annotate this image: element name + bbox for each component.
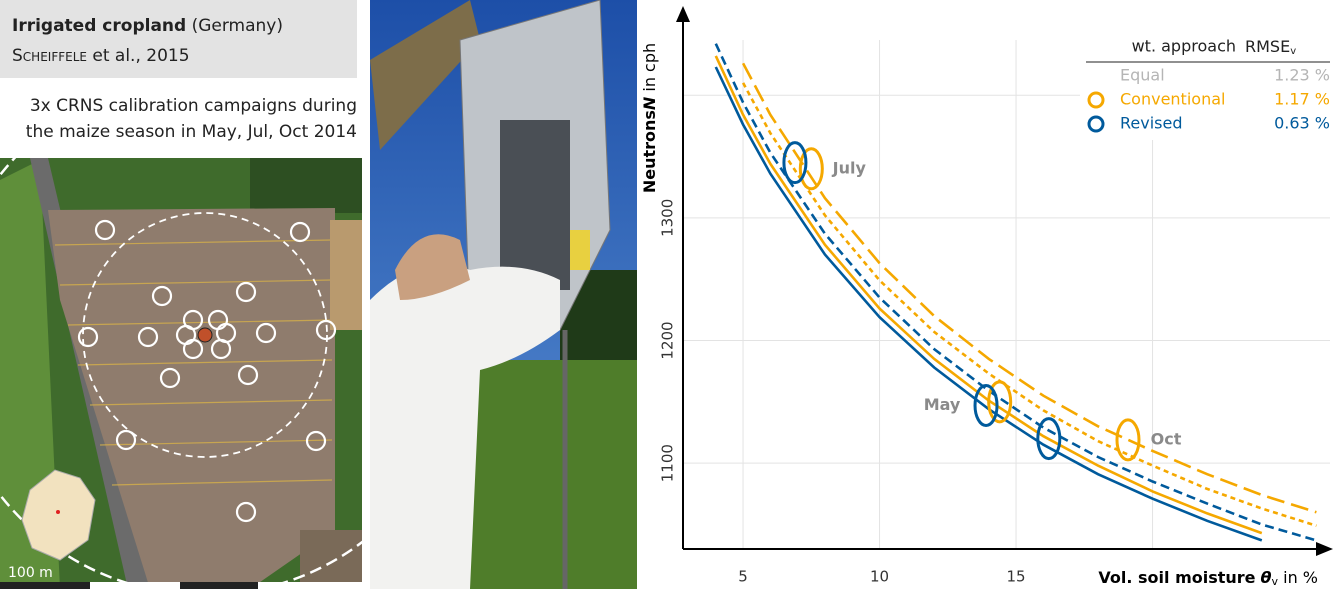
x-tick-label: 10 [870,568,889,586]
legend-label: Conventional [1120,90,1225,109]
campaign-marker [987,380,1013,424]
legend-header: wt. approach [1132,37,1236,56]
x-title-sub: v [1272,575,1279,588]
x-title-rest: in % [1278,568,1318,587]
description-line: 3x CRNS calibration campaigns during [30,96,357,116]
chart: 5 10 15 1100 1200 1300 July May Oct NeutronsN in … [640,6,1333,589]
header-box [0,0,357,78]
curve [714,43,1317,542]
header-title: Irrigated cropland (Germany) [12,16,283,36]
y-axis-title: NeutronsN in cph [640,43,659,193]
citation-author: Scheiffele [12,46,87,66]
legend-header-main: RMSE [1245,37,1290,56]
y-title-symbol: N [640,96,659,110]
title-bold: Irrigated cropland [12,16,186,36]
campaign-marker [1115,418,1141,462]
curve [741,62,1317,514]
aerial-photo [0,158,362,589]
x-axis-title: Vol. soil moisture θv in % [1098,568,1318,589]
scale-label: 100 m [8,565,53,581]
legend: wt. approach RMSEv Equal 1.23 % Conventional… [1080,30,1332,140]
plot-area [714,43,1317,542]
field-photo [370,0,637,589]
legend-value: 0.63 % [1274,114,1330,133]
description-line: the maize season in May, Jul, Oct 2014 [26,122,357,142]
x-tick-label: 5 [738,568,748,586]
campaign-label: July [832,158,867,177]
legend-label: Revised [1120,114,1183,133]
y-tick-label: 1300 [659,199,677,237]
y-tick-label: 1200 [659,321,677,359]
legend-header-sub: v [1290,46,1296,57]
x-title-bold: Vol. soil moisture [1098,568,1255,587]
legend-marker [1087,115,1105,133]
legend-marker [1087,91,1105,109]
curve [714,55,1263,535]
curve [714,66,1263,542]
legend-value: 1.23 % [1274,66,1330,85]
campaign-label: Oct [1151,429,1182,448]
x-axis-arrow [1316,542,1333,556]
legend-bg [1080,30,1332,140]
y-title-bold: Neutrons [640,110,659,193]
campaign-marker [782,141,808,185]
x-title-symbol: θ [1261,568,1272,587]
legend-header: RMSEv [1245,37,1296,58]
curve [741,82,1317,527]
campaign-marker [973,383,999,427]
citation-rest: et al., 2015 [87,46,190,66]
legend-label: Equal [1120,66,1165,85]
campaign-marker [798,147,824,191]
x-tick-label: 15 [1007,568,1026,586]
legend-value: 1.17 % [1274,90,1330,109]
y-tick-label: 1100 [659,444,677,482]
title-rest: (Germany) [186,16,283,36]
campaign-label: May [924,395,961,414]
y-title-rest: in cph [640,43,659,97]
campaign-marker [1036,417,1062,461]
y-axis-arrow [676,6,690,22]
header-citation: Scheiffele et al., 2015 [12,46,190,66]
